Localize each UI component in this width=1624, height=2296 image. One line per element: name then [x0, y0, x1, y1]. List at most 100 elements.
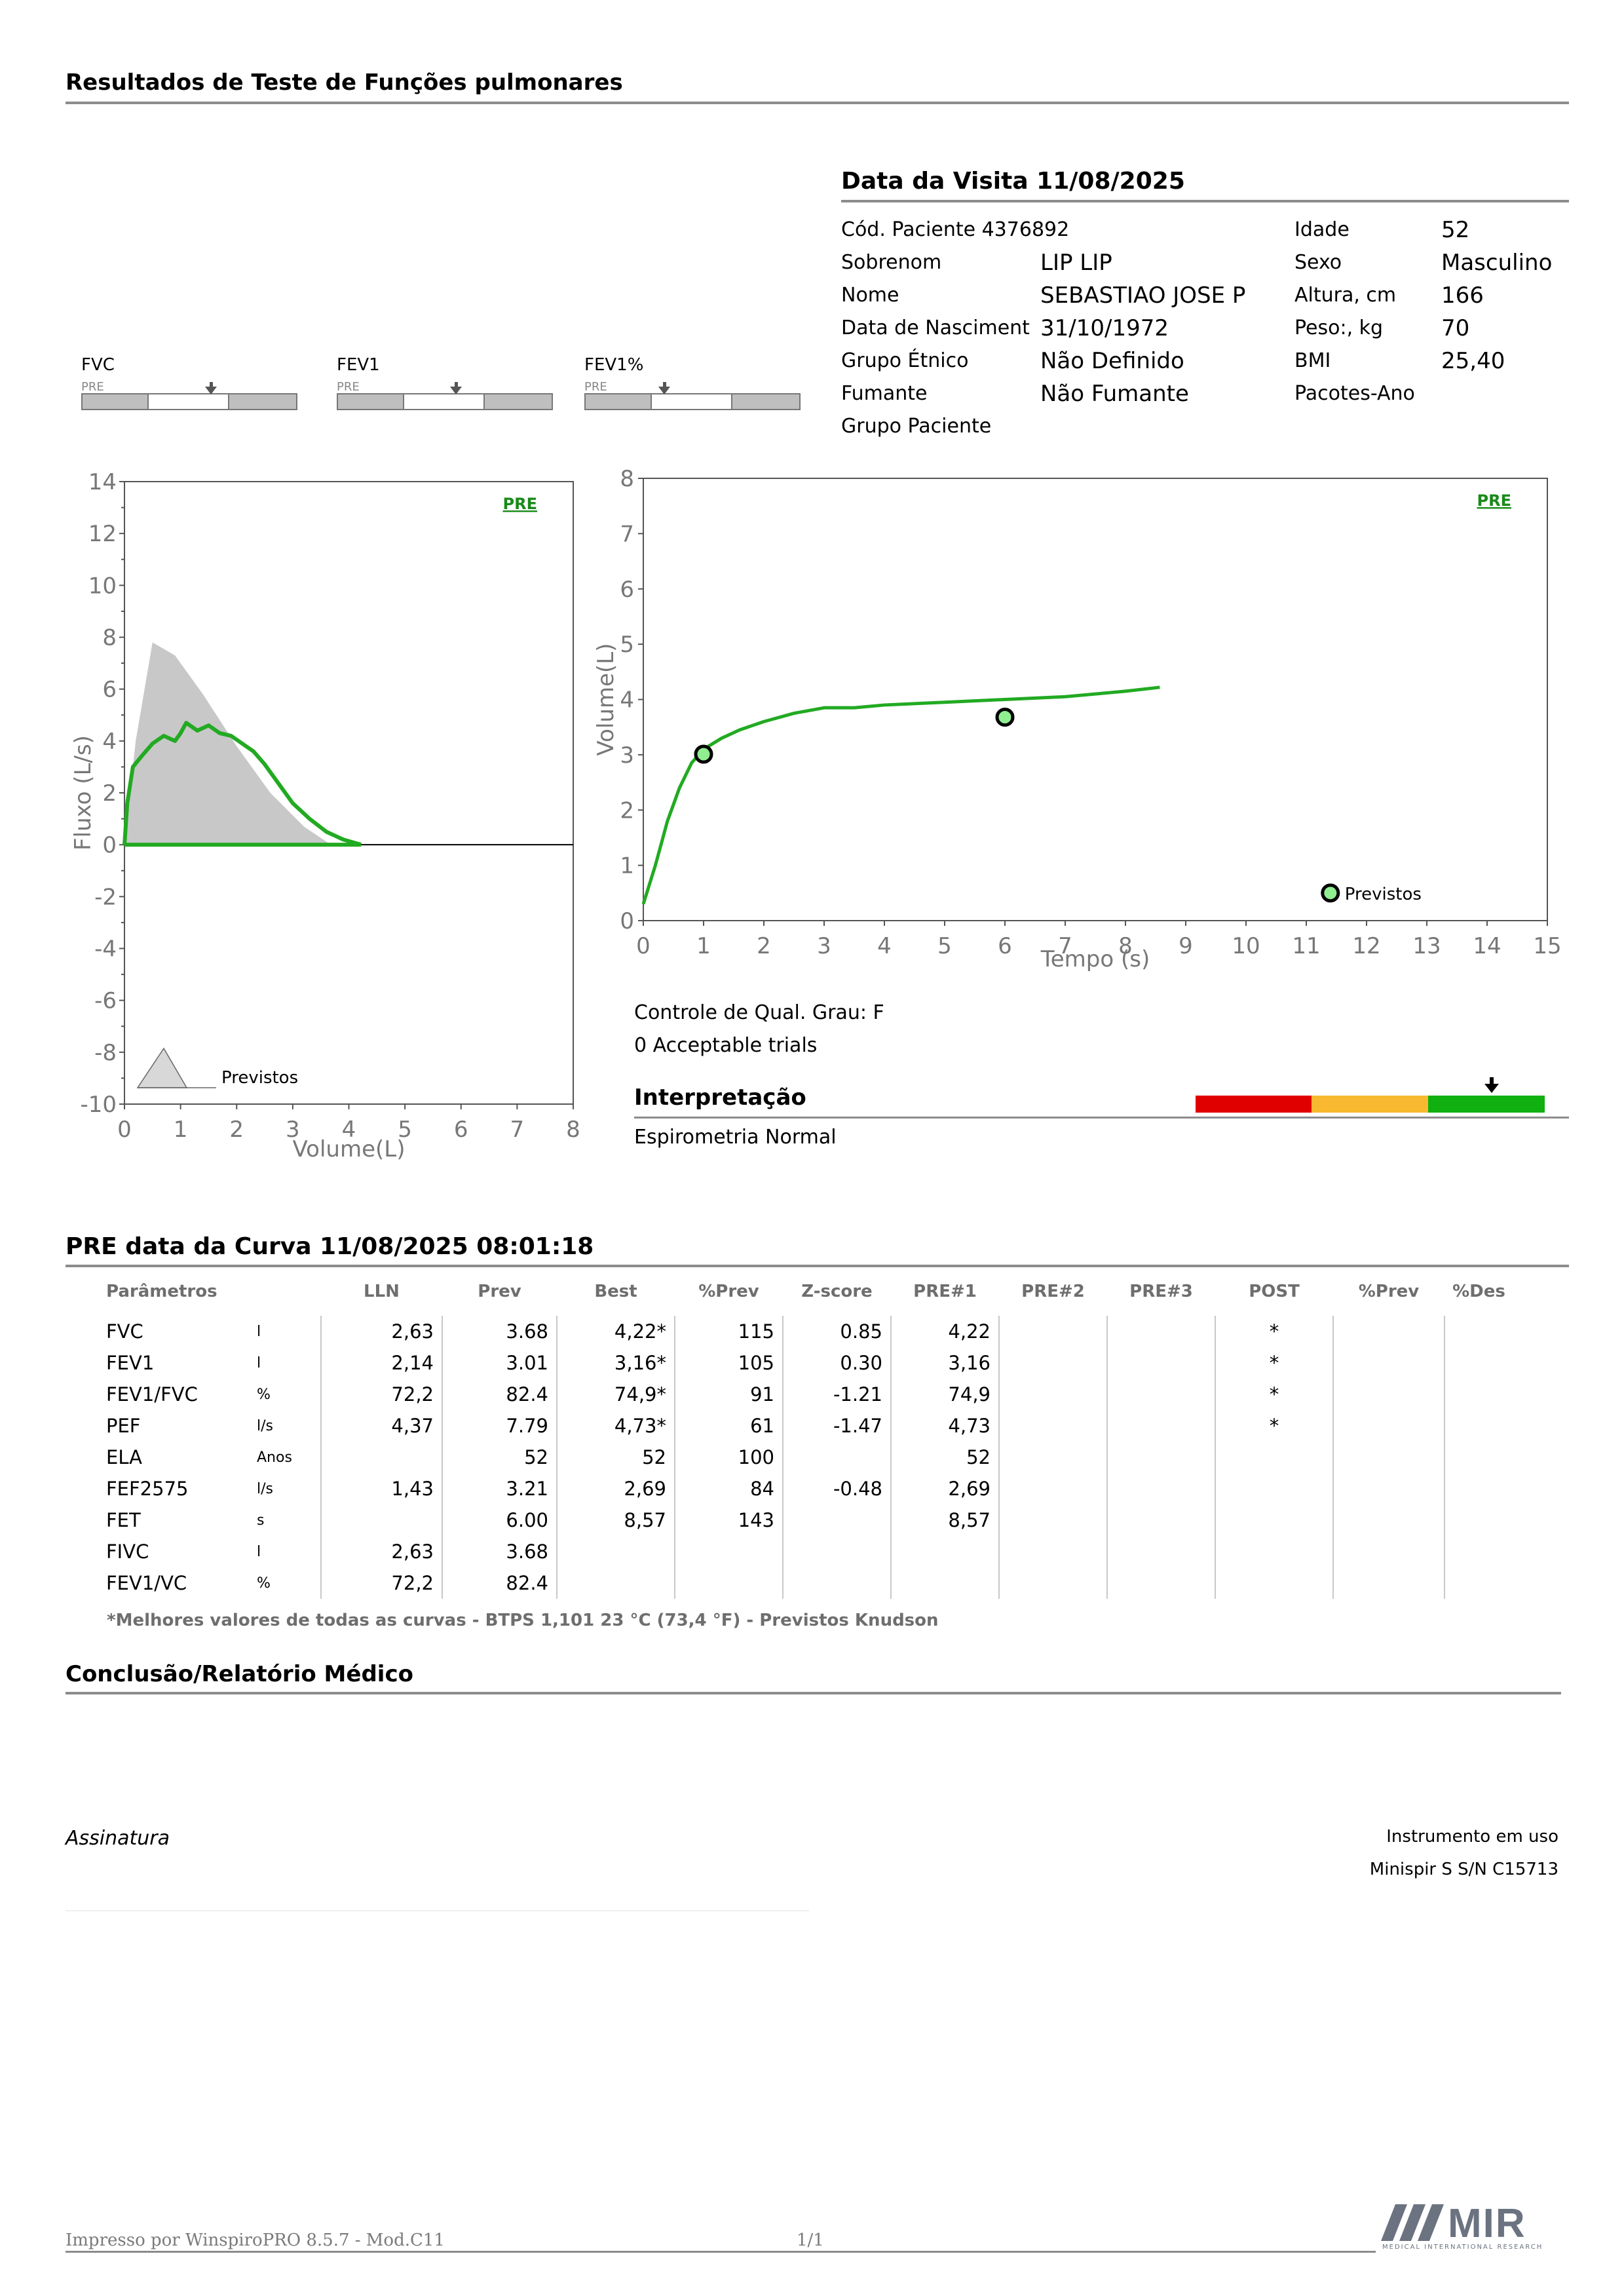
y-tick-label: 2: [102, 780, 117, 807]
visit-field-label: Idade: [1294, 218, 1350, 241]
visit-field-label: Altura, cm: [1294, 284, 1397, 307]
visit-field-label: BMI: [1294, 349, 1331, 372]
y-tick-label: -6: [94, 988, 117, 1014]
value-cell: [1106, 1504, 1215, 1536]
value-cell: [1106, 1473, 1215, 1504]
table-footnote: *Melhores valores de todas as curvas - B…: [107, 1611, 939, 1630]
param-unit: l/s: [257, 1480, 273, 1497]
x-tick-label: 9: [1179, 933, 1193, 959]
interpretation-title: Interpretação: [634, 1084, 806, 1111]
visit-field-label: Peso:, kg: [1294, 316, 1384, 339]
table-header-cell: %Prev: [698, 1282, 759, 1301]
y-tick-label: 6: [620, 577, 634, 603]
scale-segment: [1196, 1096, 1312, 1113]
indicator-bar: [337, 393, 553, 410]
value-cell: [998, 1379, 1107, 1410]
visit-field-value: 52: [1441, 217, 1470, 243]
indicator-marker-arrow-icon: [658, 387, 670, 394]
value-cell: 61: [674, 1410, 783, 1442]
value-cell: 1,43: [320, 1473, 442, 1504]
post-cell: [1215, 1473, 1333, 1504]
x-tick-label: 5: [398, 1117, 412, 1143]
value-cell: 0.85: [782, 1316, 891, 1347]
x-tick-label: 14: [1473, 933, 1501, 959]
post-cell: *: [1215, 1379, 1333, 1410]
conclusion-divider: [66, 1692, 1561, 1694]
value-cell: [998, 1473, 1107, 1504]
value-cell: 82.4: [442, 1379, 557, 1410]
indicator-label: FVC: [81, 355, 115, 375]
curve-title: PRE data da Curva 11/08/2025 08:01:18: [66, 1233, 594, 1260]
table-header-cell: Parâmetros: [106, 1282, 217, 1301]
value-cell: 100: [674, 1442, 783, 1473]
visit-divider: [841, 200, 1569, 202]
value-cell: 2,63: [320, 1316, 442, 1347]
value-cell: 0.30: [782, 1347, 891, 1379]
table-row: FVC l 2,63 3.68 4,22* 115 0.85 4,22 *: [98, 1316, 1513, 1347]
interpretation-divider: [634, 1117, 1569, 1119]
scale-marker-stem: [1490, 1077, 1494, 1085]
value-cell: 3.01: [442, 1347, 557, 1379]
indicator-marker-stem: [210, 382, 213, 387]
value-cell: 52: [556, 1442, 675, 1473]
table-header-cell: LLN: [364, 1282, 400, 1301]
table-row: FEF2575 l/s 1,43 3.21 2,69 84 -0.48 2,69: [98, 1473, 1513, 1504]
value-cell: 82.4: [442, 1567, 557, 1599]
y-tick-label: 4: [102, 729, 117, 755]
indicator-normal-range: [147, 394, 229, 409]
value-cell: [1332, 1347, 1445, 1379]
x-tick-label: 3: [817, 933, 831, 959]
x-tick-label: 4: [877, 933, 892, 959]
value-cell: [1332, 1567, 1445, 1599]
param-name: FEF2575: [106, 1478, 189, 1500]
x-tick-label: 12: [1352, 933, 1380, 959]
value-cell: [1106, 1410, 1215, 1442]
y-tick-label: 0: [102, 832, 117, 858]
visit-field-value: Não Definido: [1040, 348, 1184, 374]
table-row: FET s 6.00 8,57 143 8,57: [98, 1504, 1513, 1536]
value-cell: 4,73*: [556, 1410, 675, 1442]
value-cell: [1444, 1442, 1513, 1473]
footer-divider: [66, 2251, 1376, 2253]
value-cell: 4,22*: [556, 1316, 675, 1347]
visit-field-label: Grupo Étnico: [841, 349, 969, 372]
param-unit: l: [257, 1543, 261, 1560]
indicator-marker-stem: [663, 382, 666, 387]
x-tick-label: 3: [286, 1117, 300, 1143]
table-header-cell: PRE#2: [1021, 1282, 1085, 1301]
value-cell: 105: [674, 1347, 783, 1379]
param-name: PEF: [106, 1415, 141, 1437]
table-row: FEV1 l 2,14 3.01 3,16* 105 0.30 3,16 *: [98, 1347, 1513, 1379]
y-tick-label: 5: [620, 632, 634, 658]
visit-field-value: 166: [1441, 282, 1484, 309]
y-tick-label: -8: [94, 1040, 117, 1066]
scale-segment: [1428, 1096, 1545, 1113]
signature-line: [66, 1910, 809, 1911]
value-cell: 3.21: [442, 1473, 557, 1504]
y-tick-label: 12: [88, 521, 117, 547]
visit-field-label: Sexo: [1294, 251, 1342, 274]
table-row: ELA Anos 52 52 100 52: [98, 1442, 1513, 1473]
value-cell: [998, 1504, 1107, 1536]
visit-field-value: 31/10/1972: [1040, 315, 1169, 341]
page-number: 1/1: [797, 2230, 824, 2250]
instrument-value: Minispir S S/N C15713: [1369, 1860, 1558, 1879]
param-unit: %: [257, 1575, 271, 1592]
y-tick-label: -10: [80, 1092, 117, 1118]
table-header-cell: [249, 1276, 321, 1307]
param-unit: l: [257, 1323, 261, 1340]
param-unit: %: [257, 1386, 271, 1403]
value-cell: 8,57: [890, 1504, 999, 1536]
indicator-label: FEV1: [337, 355, 380, 375]
value-cell: 8,57: [556, 1504, 675, 1536]
indicator-normal-range: [651, 394, 732, 409]
value-cell: [1444, 1379, 1513, 1410]
value-cell: 3,16: [890, 1347, 999, 1379]
visit-field-value: 70: [1441, 315, 1470, 341]
interpretation-text: Espirometria Normal: [634, 1126, 837, 1149]
header-divider: [66, 102, 1569, 104]
table-header-row: Parâmetros LLN Prev Best %Prev Z-score PRE#1 PR…: [98, 1276, 1513, 1307]
indicator-bar: [81, 393, 297, 410]
value-cell: [1106, 1536, 1215, 1567]
mir-logo-subtitle: MEDICAL INTERNATIONAL RESEARCH: [1382, 2244, 1543, 2251]
